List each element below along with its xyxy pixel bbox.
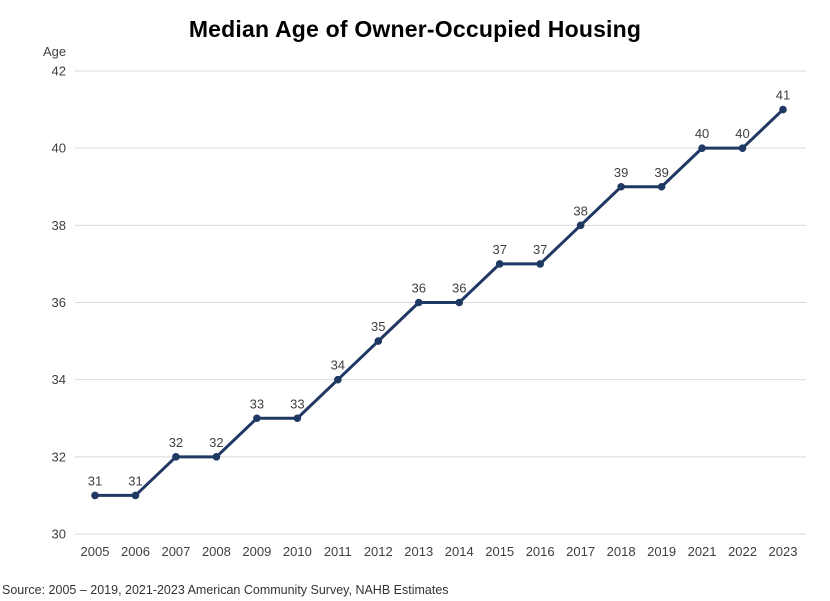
- data-point-marker: [334, 375, 342, 384]
- data-point-marker: [576, 221, 585, 230]
- x-tick-label: 2016: [526, 544, 555, 559]
- x-tick-label: 2018: [607, 544, 636, 559]
- x-tick-label: 2011: [324, 544, 352, 559]
- data-point-label: 40: [735, 126, 749, 141]
- x-tick-label: 2008: [202, 544, 231, 559]
- source-note: Source: 2005 – 2019, 2021-2023 American …: [2, 583, 449, 597]
- data-point-marker: [253, 414, 261, 423]
- data-point-label: 40: [695, 126, 709, 141]
- data-point-label: 31: [128, 473, 142, 488]
- data-point-marker: [698, 144, 706, 152]
- data-point-label: 32: [209, 435, 223, 450]
- x-tick-label: 2023: [769, 544, 798, 559]
- x-tick-label: 2017: [566, 544, 595, 559]
- data-point-label: 31: [88, 473, 102, 488]
- x-tick-label: 2019: [647, 544, 676, 559]
- data-point-label: 32: [169, 435, 183, 450]
- x-tick-label: 2021: [688, 544, 717, 559]
- x-tick-label: 2009: [242, 544, 271, 559]
- data-point-marker: [172, 453, 180, 461]
- data-point-marker: [293, 414, 302, 423]
- data-point-label: 33: [250, 396, 264, 411]
- data-point-label: 34: [331, 358, 345, 373]
- data-point-label: 37: [533, 242, 547, 257]
- data-point-label: 37: [492, 242, 506, 257]
- y-tick-label: 40: [52, 141, 66, 156]
- x-tick-label: 2014: [445, 544, 474, 559]
- y-tick-label: 42: [52, 64, 66, 79]
- y-tick-label: 30: [52, 527, 66, 542]
- data-point-marker: [617, 182, 625, 191]
- data-line: [95, 108, 785, 497]
- data-point-marker: [495, 260, 504, 268]
- data-point-marker: [738, 144, 747, 152]
- data-point-label: 38: [573, 203, 587, 218]
- data-point-marker: [657, 182, 666, 191]
- data-point-marker: [455, 298, 464, 307]
- x-tick-label: 2012: [364, 544, 393, 559]
- data-point-label: 39: [614, 165, 628, 180]
- data-point-label: 39: [654, 165, 668, 180]
- x-tick-label: 2022: [728, 544, 757, 559]
- y-tick-label: 32: [52, 449, 66, 464]
- data-point-marker: [536, 260, 544, 268]
- data-point-label: 33: [290, 396, 304, 411]
- y-axis-title: Age: [43, 44, 67, 59]
- y-tick-label: 34: [52, 372, 66, 387]
- x-tick-label: 2013: [404, 544, 433, 559]
- data-point-label: 36: [412, 281, 426, 296]
- y-tick-label: 36: [52, 295, 66, 310]
- x-tick-label: 2006: [121, 544, 150, 559]
- x-tick-label: 2007: [161, 544, 190, 559]
- x-tick-label: 2010: [283, 544, 312, 559]
- data-point-label: 35: [371, 319, 385, 334]
- data-point-marker: [212, 453, 221, 461]
- y-tick-label: 38: [52, 218, 66, 233]
- data-point-label: 36: [452, 281, 466, 296]
- chart-title: Median Age of Owner-Occupied Housing: [188, 16, 642, 42]
- x-tick-label: 2005: [81, 544, 110, 559]
- x-tick-label: 2015: [485, 544, 514, 559]
- data-point-marker: [131, 491, 140, 500]
- data-point-marker: [414, 298, 423, 307]
- data-point-marker: [91, 491, 99, 500]
- data-point-marker: [779, 105, 787, 114]
- data-point-label: 41: [776, 88, 790, 103]
- data-point-marker: [374, 337, 383, 345]
